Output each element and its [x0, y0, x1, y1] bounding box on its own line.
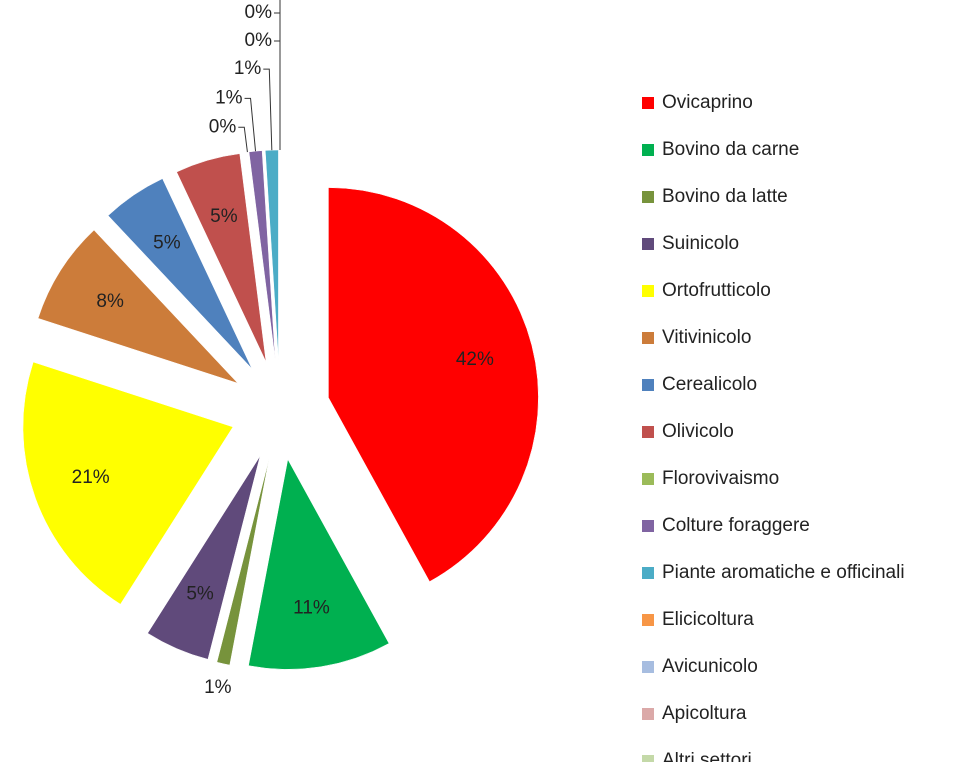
legend-swatch — [642, 473, 654, 485]
legend-label: Bovino da carne — [662, 139, 799, 160]
legend-swatch — [642, 144, 654, 156]
legend-swatch — [642, 379, 654, 391]
legend-label: Ovicaprino — [662, 92, 753, 113]
data-label: 42% — [456, 349, 494, 370]
legend-label: Avicunicolo — [662, 656, 758, 677]
legend-label: Altri settori — [662, 750, 752, 762]
data-label: 0% — [245, 30, 273, 51]
data-label: 21% — [72, 467, 110, 488]
pie-slice — [264, 149, 279, 361]
data-label: 1% — [204, 677, 232, 698]
legend-label: Cerealicolo — [662, 374, 757, 395]
leader-line — [244, 97, 257, 152]
leader-line — [274, 40, 281, 150]
pie-slice — [176, 153, 267, 363]
data-label: 0% — [209, 116, 237, 137]
leader-line — [238, 126, 248, 153]
pie-slice — [328, 187, 539, 582]
legend-swatch — [642, 567, 654, 579]
legend-label: Suinicolo — [662, 233, 739, 254]
pie-slice — [22, 361, 234, 605]
legend-label: Bovino da latte — [662, 186, 788, 207]
pie-slice — [37, 229, 238, 384]
legend-swatch — [642, 520, 654, 532]
leader-line — [279, 0, 281, 150]
legend-swatch — [642, 661, 654, 673]
data-label: 5% — [186, 584, 214, 605]
leader-line — [274, 12, 281, 150]
data-label: 8% — [96, 291, 124, 312]
legend-label: Elicicoltura — [662, 609, 754, 630]
legend-label: Olivicolo — [662, 421, 734, 442]
pie-slice — [248, 458, 390, 670]
legend-label: Vitivinicolo — [662, 327, 751, 348]
data-label: 11% — [293, 598, 330, 619]
legend-label: Apicoltura — [662, 703, 747, 724]
pie-slice — [107, 178, 253, 369]
legend-swatch — [642, 614, 654, 626]
legend-swatch — [642, 97, 654, 109]
data-label: 1% — [234, 58, 262, 79]
data-label: 5% — [210, 206, 238, 227]
legend-swatch — [642, 708, 654, 720]
leader-line — [279, 0, 281, 150]
data-label: 1% — [215, 87, 243, 108]
legend-label: Ortofrutticolo — [662, 280, 771, 301]
legend-swatch — [642, 191, 654, 203]
legend-label: Colture foraggere — [662, 515, 810, 536]
data-label: 0% — [245, 2, 273, 23]
legend-swatch — [642, 238, 654, 250]
legend-swatch — [642, 332, 654, 344]
data-label: 5% — [153, 233, 181, 254]
legend-label: Piante aromatiche e officinali — [662, 562, 905, 583]
legend-swatch — [642, 755, 654, 762]
leader-line — [263, 68, 273, 151]
pie-slice — [216, 458, 270, 666]
legend-label: Florovivaismo — [662, 468, 779, 489]
legend-swatch — [642, 426, 654, 438]
pie-slice — [147, 455, 261, 660]
legend-swatch — [642, 285, 654, 297]
